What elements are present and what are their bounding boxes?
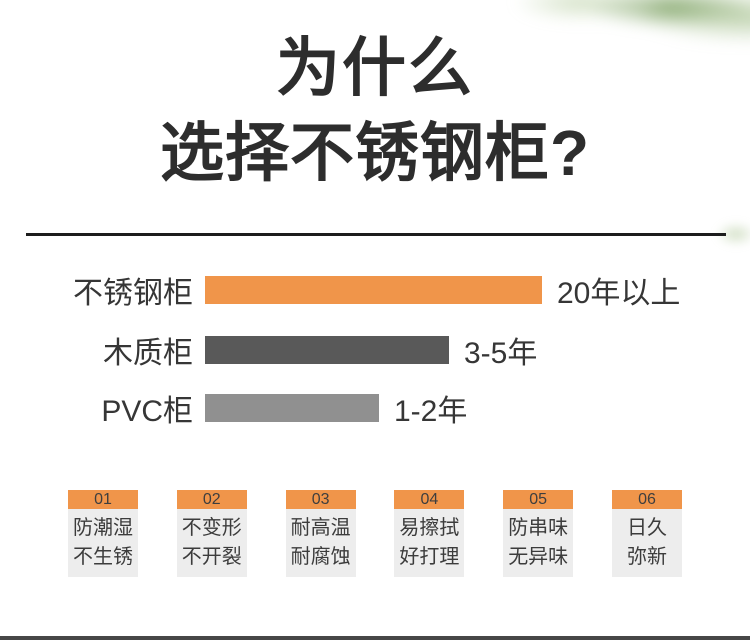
chart-row-wood: 木质柜 3-5年 [0, 336, 537, 370]
chart-category-label: 木质柜 [103, 337, 193, 370]
feature-badge-04: 04 易擦拭 好打理 [394, 490, 465, 577]
badge-text-line-2: 好打理 [399, 546, 460, 568]
badge-text-line-1: 耐高温 [290, 517, 351, 539]
chart-category-label: 不锈钢柜 [73, 277, 193, 310]
chart-value-label: 1-2年 [394, 395, 468, 428]
title-line-1: 为什么 [276, 32, 474, 104]
badge-text: 防串味 无异味 [503, 509, 574, 577]
badge-text: 防潮湿 不生锈 [68, 509, 138, 577]
badge-number: 01 [68, 490, 138, 509]
feature-badges: 01 防潮湿 不生锈 02 不变形 不开裂 03 耐高温 耐腐蚀 04 易擦拭 [68, 490, 682, 577]
badge-text-line-2: 不生锈 [73, 546, 133, 568]
chart-value-label: 20年以上 [557, 277, 681, 310]
feature-badge-02: 02 不变形 不开裂 [176, 490, 247, 577]
badge-number: 05 [503, 490, 574, 509]
badge-text-line-2: 不开裂 [181, 546, 242, 568]
bottom-edge-strip [0, 636, 750, 640]
feature-badge-01: 01 防潮湿 不生锈 [68, 490, 138, 577]
title-line-2: 选择不锈钢柜? [159, 117, 591, 189]
badge-text-line-2: 弥新 [626, 546, 667, 568]
badge-number: 06 [611, 490, 682, 509]
chart-row-stainless-steel: 不锈钢柜 20年以上 [0, 276, 680, 310]
badge-text-line-2: 无异味 [508, 546, 569, 568]
chart-category-label: PVC柜 [101, 395, 193, 428]
badge-text-line-1: 易擦拭 [399, 517, 460, 539]
badge-text-line-2: 耐腐蚀 [290, 546, 351, 568]
badge-number: 03 [285, 490, 356, 509]
badge-text-line-1: 不变形 [181, 517, 242, 539]
badge-text: 不变形 不开裂 [176, 509, 247, 577]
chart-value-label: 3-5年 [464, 337, 538, 370]
badge-text: 易擦拭 好打理 [394, 509, 465, 577]
badge-text-line-1: 日久 [626, 517, 667, 539]
feature-badge-03: 03 耐高温 耐腐蚀 [285, 490, 356, 577]
chart-bar-wood [205, 336, 449, 364]
chart-row-pvc: PVC柜 1-2年 [0, 394, 467, 428]
chart-bar-pvc [205, 394, 379, 422]
chart-bar-stainless-steel [205, 276, 542, 304]
title-divider [26, 233, 726, 236]
badge-number: 04 [394, 490, 465, 509]
badge-text: 耐高温 耐腐蚀 [285, 509, 356, 577]
feature-badge-06: 06 日久 弥新 [611, 490, 682, 577]
badge-text-line-1: 防潮湿 [73, 517, 133, 539]
badge-text: 日久 弥新 [611, 509, 682, 577]
badge-text-line-1: 防串味 [508, 517, 569, 539]
page-title: 为什么 选择不锈钢柜? [0, 26, 750, 196]
feature-badge-05: 05 防串味 无异味 [503, 490, 574, 577]
badge-number: 02 [176, 490, 247, 509]
